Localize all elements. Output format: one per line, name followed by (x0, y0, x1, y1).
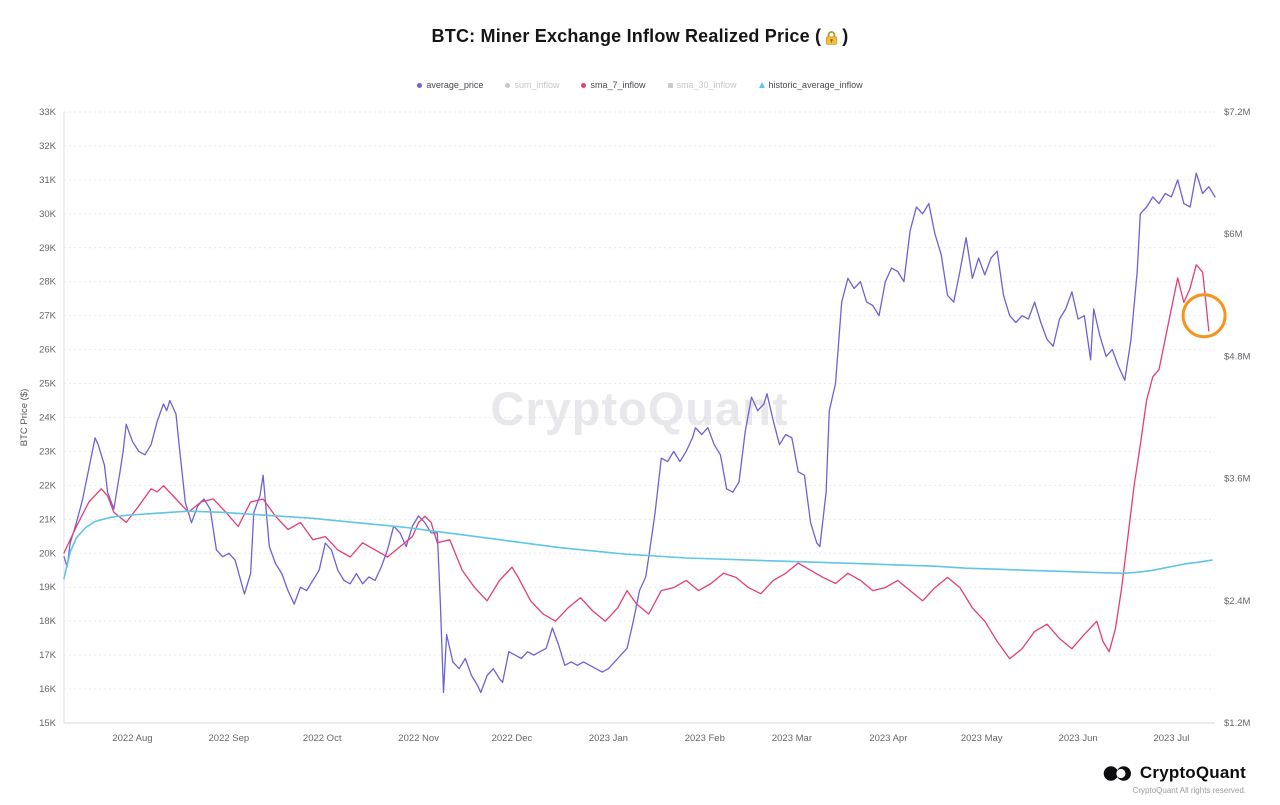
lock-icon (824, 30, 839, 46)
y-tick-label-left: 21K (39, 514, 57, 525)
legend-item-sum-inflow[interactable]: sum_inflow (505, 80, 559, 90)
chart-title-suffix: ) (842, 26, 849, 46)
legend: average_price sum_inflow sma_7_inflow sm… (0, 80, 1280, 90)
rights-text: CryptoQuant All rights reserved. (1132, 786, 1246, 795)
series-line-sma_7_inflow (63, 264, 1210, 660)
y-tick-label-right: $7.2M (1224, 107, 1250, 118)
x-tick-label: 2023 Jan (589, 733, 628, 744)
x-tick-label: 2022 Nov (398, 733, 439, 744)
y-tick-label-left: 32K (39, 141, 57, 152)
watermark: CryptoQuant (490, 382, 788, 435)
x-tick-label: 2023 Jun (1059, 733, 1098, 744)
x-tick-label: 2023 Jul (1153, 733, 1189, 744)
legend-item-label: average_price (426, 80, 484, 90)
y-tick-label-left: 29K (39, 243, 57, 254)
y-tick-label-left: 26K (39, 345, 57, 356)
y-tick-label-left: 31K (39, 175, 57, 186)
series-line-historic_average_inflow (63, 510, 1213, 580)
chart-title-text: BTC: Miner Exchange Inflow Realized Pric… (431, 26, 822, 46)
brand-row: CryptoQuant (1103, 763, 1246, 783)
x-tick-label: 2023 Feb (685, 733, 725, 744)
sma-30-inflow-marker (667, 82, 673, 88)
y-tick-label-right: $4.8M (1224, 351, 1250, 362)
y-tick-label-right: $2.4M (1224, 596, 1250, 607)
cryptoquant-logo-icon (1103, 764, 1133, 783)
x-tick-label: 2022 Dec (492, 733, 533, 744)
x-tick-label: 2022 Aug (112, 733, 152, 744)
series-line-average_price (63, 172, 1216, 694)
y-tick-label-left: 17K (39, 650, 57, 661)
x-tick-label: 2022 Sep (209, 733, 250, 744)
y-tick-label-left: 33K (39, 107, 57, 118)
x-tick-label: 2023 May (961, 733, 1003, 744)
y-tick-label-left: 24K (39, 413, 57, 424)
chart-title: BTC: Miner Exchange Inflow Realized Pric… (0, 26, 1280, 47)
y-axis-title: BTC Price ($) (19, 389, 30, 447)
x-tick-label: 2023 Apr (869, 733, 907, 744)
y-tick-label-left: 19K (39, 582, 57, 593)
y-tick-label-left: 22K (39, 480, 57, 491)
legend-item-sma-30-inflow[interactable]: sma_30_inflow (667, 80, 737, 90)
y-tick-label-left: 18K (39, 616, 57, 627)
legend-item-average-price[interactable]: average_price (417, 80, 483, 90)
y-tick-label-left: 27K (39, 311, 57, 322)
legend-item-sma-7-inflow[interactable]: sma_7_inflow (581, 80, 646, 90)
x-tick-label: 2023 Mar (772, 733, 812, 744)
legend-item-label: sma_30_inflow (676, 80, 737, 90)
footer: CryptoQuant CryptoQuant All rights reser… (1103, 763, 1246, 795)
y-tick-label-left: 23K (39, 446, 57, 457)
y-tick-label-left: 20K (39, 548, 57, 559)
y-tick-label-left: 25K (39, 379, 57, 390)
average-price-marker (417, 82, 423, 88)
x-tick-label: 2022 Oct (303, 733, 342, 744)
annotation-circle (1181, 293, 1227, 339)
legend-item-historic-average-inflow[interactable]: historic_average_inflow (758, 80, 863, 90)
y-tick-label-right: $3.6M (1224, 474, 1250, 485)
legend-item-label: sma_7_inflow (590, 80, 646, 90)
sma-7-inflow-marker (581, 82, 587, 88)
legend-item-label: sum_inflow (514, 80, 560, 90)
brand-name: CryptoQuant (1139, 763, 1246, 782)
y-tick-label-right: $1.2M (1224, 718, 1250, 729)
legend-item-label: historic_average_inflow (768, 80, 863, 90)
historic-average-inflow-marker (758, 82, 765, 88)
y-tick-label-left: 30K (39, 209, 57, 220)
y-tick-label-right: $6M (1224, 229, 1243, 240)
y-tick-label-left: 28K (39, 277, 57, 288)
sum-inflow-marker (505, 82, 511, 88)
y-tick-label-left: 15K (39, 718, 57, 729)
y-tick-label-left: 16K (39, 684, 57, 695)
